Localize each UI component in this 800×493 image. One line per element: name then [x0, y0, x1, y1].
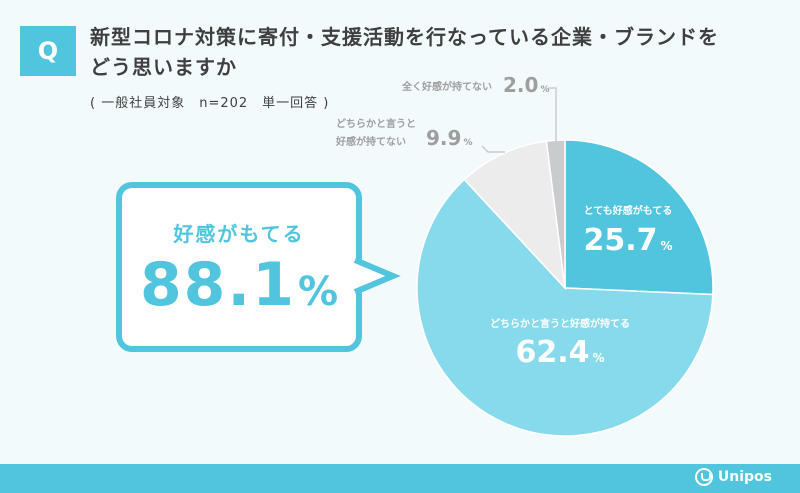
slice-unit: %: [661, 239, 673, 253]
callout-value: 88.1%: [122, 250, 356, 320]
question-title-line-2: どう思いますか: [90, 55, 237, 79]
slice-label: 全く好感が持てない: [401, 80, 492, 93]
slice-value: 9.9: [426, 126, 461, 150]
callout-unit: %: [297, 269, 339, 315]
pie-slice: [416, 178, 714, 437]
slice-unit: %: [540, 85, 549, 95]
slice-unit: %: [593, 351, 605, 365]
leader-line: [481, 145, 505, 153]
footer-bar: Unipos: [0, 464, 800, 493]
pie-slice: [564, 139, 714, 296]
slice-value-label: 2.0%: [503, 73, 549, 97]
slice-unit: %: [463, 138, 472, 148]
callout-pointer: [353, 257, 401, 295]
slice-value-label: 9.9%: [426, 126, 472, 150]
slice-label: 好感が持てない: [335, 135, 406, 148]
question-title-line-1: 新型コロナ対策に寄付・支援活動を行なっている企業・ブランドを: [90, 25, 719, 49]
slice-value-label: 25.7%: [583, 223, 672, 258]
slice-value: 62.4: [515, 335, 589, 370]
question-badge: Q: [20, 26, 76, 76]
slice-label: どちらかと言うと好感が持てる: [490, 317, 630, 330]
brand-name: Unipos: [717, 469, 772, 485]
slice-value-label: 62.4%: [515, 335, 604, 370]
slice-value: 25.7: [583, 223, 657, 258]
brand-logo: Unipos: [694, 468, 772, 486]
unipos-logo-icon: [694, 468, 713, 486]
question-title: 新型コロナ対策に寄付・支援活動を行なっている企業・ブランドを どう思いますか: [90, 22, 730, 82]
slice-label: とても好感がもてる: [584, 204, 673, 217]
slice-label: どちらかと言うと: [336, 117, 416, 130]
survey-note: ( 一般社員対象 n=202 単一回答 ): [90, 96, 330, 111]
callout-number: 88.1: [139, 250, 296, 320]
pie-slices: [416, 139, 714, 437]
pie-slice: [463, 140, 567, 291]
callout-label: 好感がもてる: [173, 222, 305, 246]
summary-callout: 好感がもてる 88.1%: [116, 182, 362, 352]
leader-line: [548, 87, 557, 142]
slice-value: 2.0: [503, 73, 538, 97]
